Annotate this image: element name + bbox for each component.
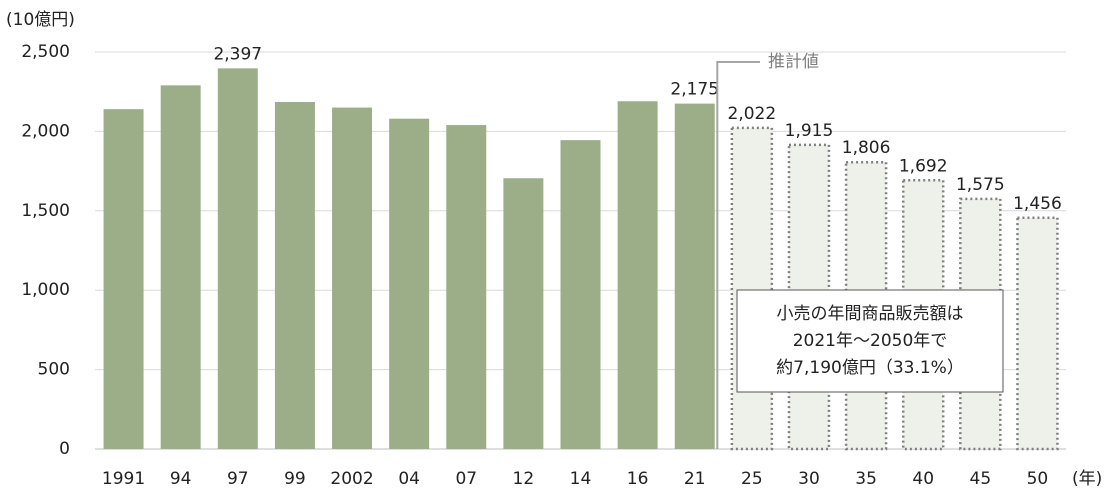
x-tick-label: 97 — [227, 469, 249, 489]
data-label: 1,456 — [1013, 194, 1062, 214]
x-tick-label: 16 — [627, 469, 649, 489]
x-tick-label: 25 — [741, 469, 763, 489]
y-tick-label: 2,000 — [21, 121, 70, 141]
x-tick-label: 45 — [970, 469, 992, 489]
data-label: 1,692 — [899, 156, 948, 176]
x-tick-label: 50 — [1027, 469, 1049, 489]
x-tick-label: 40 — [912, 469, 934, 489]
x-unit: (年) — [1072, 469, 1102, 489]
x-tick-label: 12 — [513, 469, 535, 489]
annotation-box — [736, 289, 1004, 393]
y-tick-label: 0 — [59, 439, 70, 459]
data-label: 2,022 — [728, 104, 777, 124]
bar — [617, 101, 658, 449]
x-tick-label: 94 — [170, 469, 192, 489]
bar — [674, 103, 715, 450]
x-tick-label: 14 — [570, 469, 592, 489]
x-tick-label: 2002 — [330, 469, 373, 489]
x-tick-label: 35 — [855, 469, 877, 489]
x-tick-label: 21 — [684, 469, 706, 489]
annotation-line: 2021年～2050年で — [793, 331, 948, 351]
y-unit: (10億円) — [6, 10, 75, 30]
y-tick-label: 1,500 — [21, 201, 70, 221]
x-tick-label: 30 — [798, 469, 820, 489]
bar — [389, 118, 430, 450]
bar — [274, 102, 315, 449]
data-label: 1,575 — [956, 175, 1005, 195]
bar — [160, 85, 201, 450]
bar — [730, 126, 774, 451]
data-label: 2,397 — [213, 44, 262, 64]
y-tick-label: 1,000 — [21, 280, 70, 300]
annotation-line: 約7,190億円（33.1%） — [776, 358, 964, 378]
data-label: 2,175 — [670, 80, 719, 100]
estimate-divider — [716, 61, 760, 449]
bar — [103, 109, 144, 449]
bar — [446, 125, 487, 449]
bar — [560, 140, 601, 449]
bar — [217, 68, 258, 450]
x-tick-label: 99 — [284, 469, 306, 489]
x-tick-label: 07 — [455, 469, 477, 489]
annotation-line: 小売の年間商品販売額は — [777, 304, 964, 324]
bar — [503, 178, 544, 449]
x-tick-label: 04 — [398, 469, 420, 489]
x-tick-label: 1991 — [102, 469, 145, 489]
data-label: 1,915 — [785, 121, 834, 141]
bar — [1016, 216, 1059, 451]
estimate-label: 推計値 — [768, 52, 819, 72]
bar — [332, 107, 373, 449]
y-tick-label: 500 — [38, 360, 70, 380]
y-tick-label: 2,500 — [21, 42, 70, 62]
data-label: 1,806 — [842, 138, 891, 158]
